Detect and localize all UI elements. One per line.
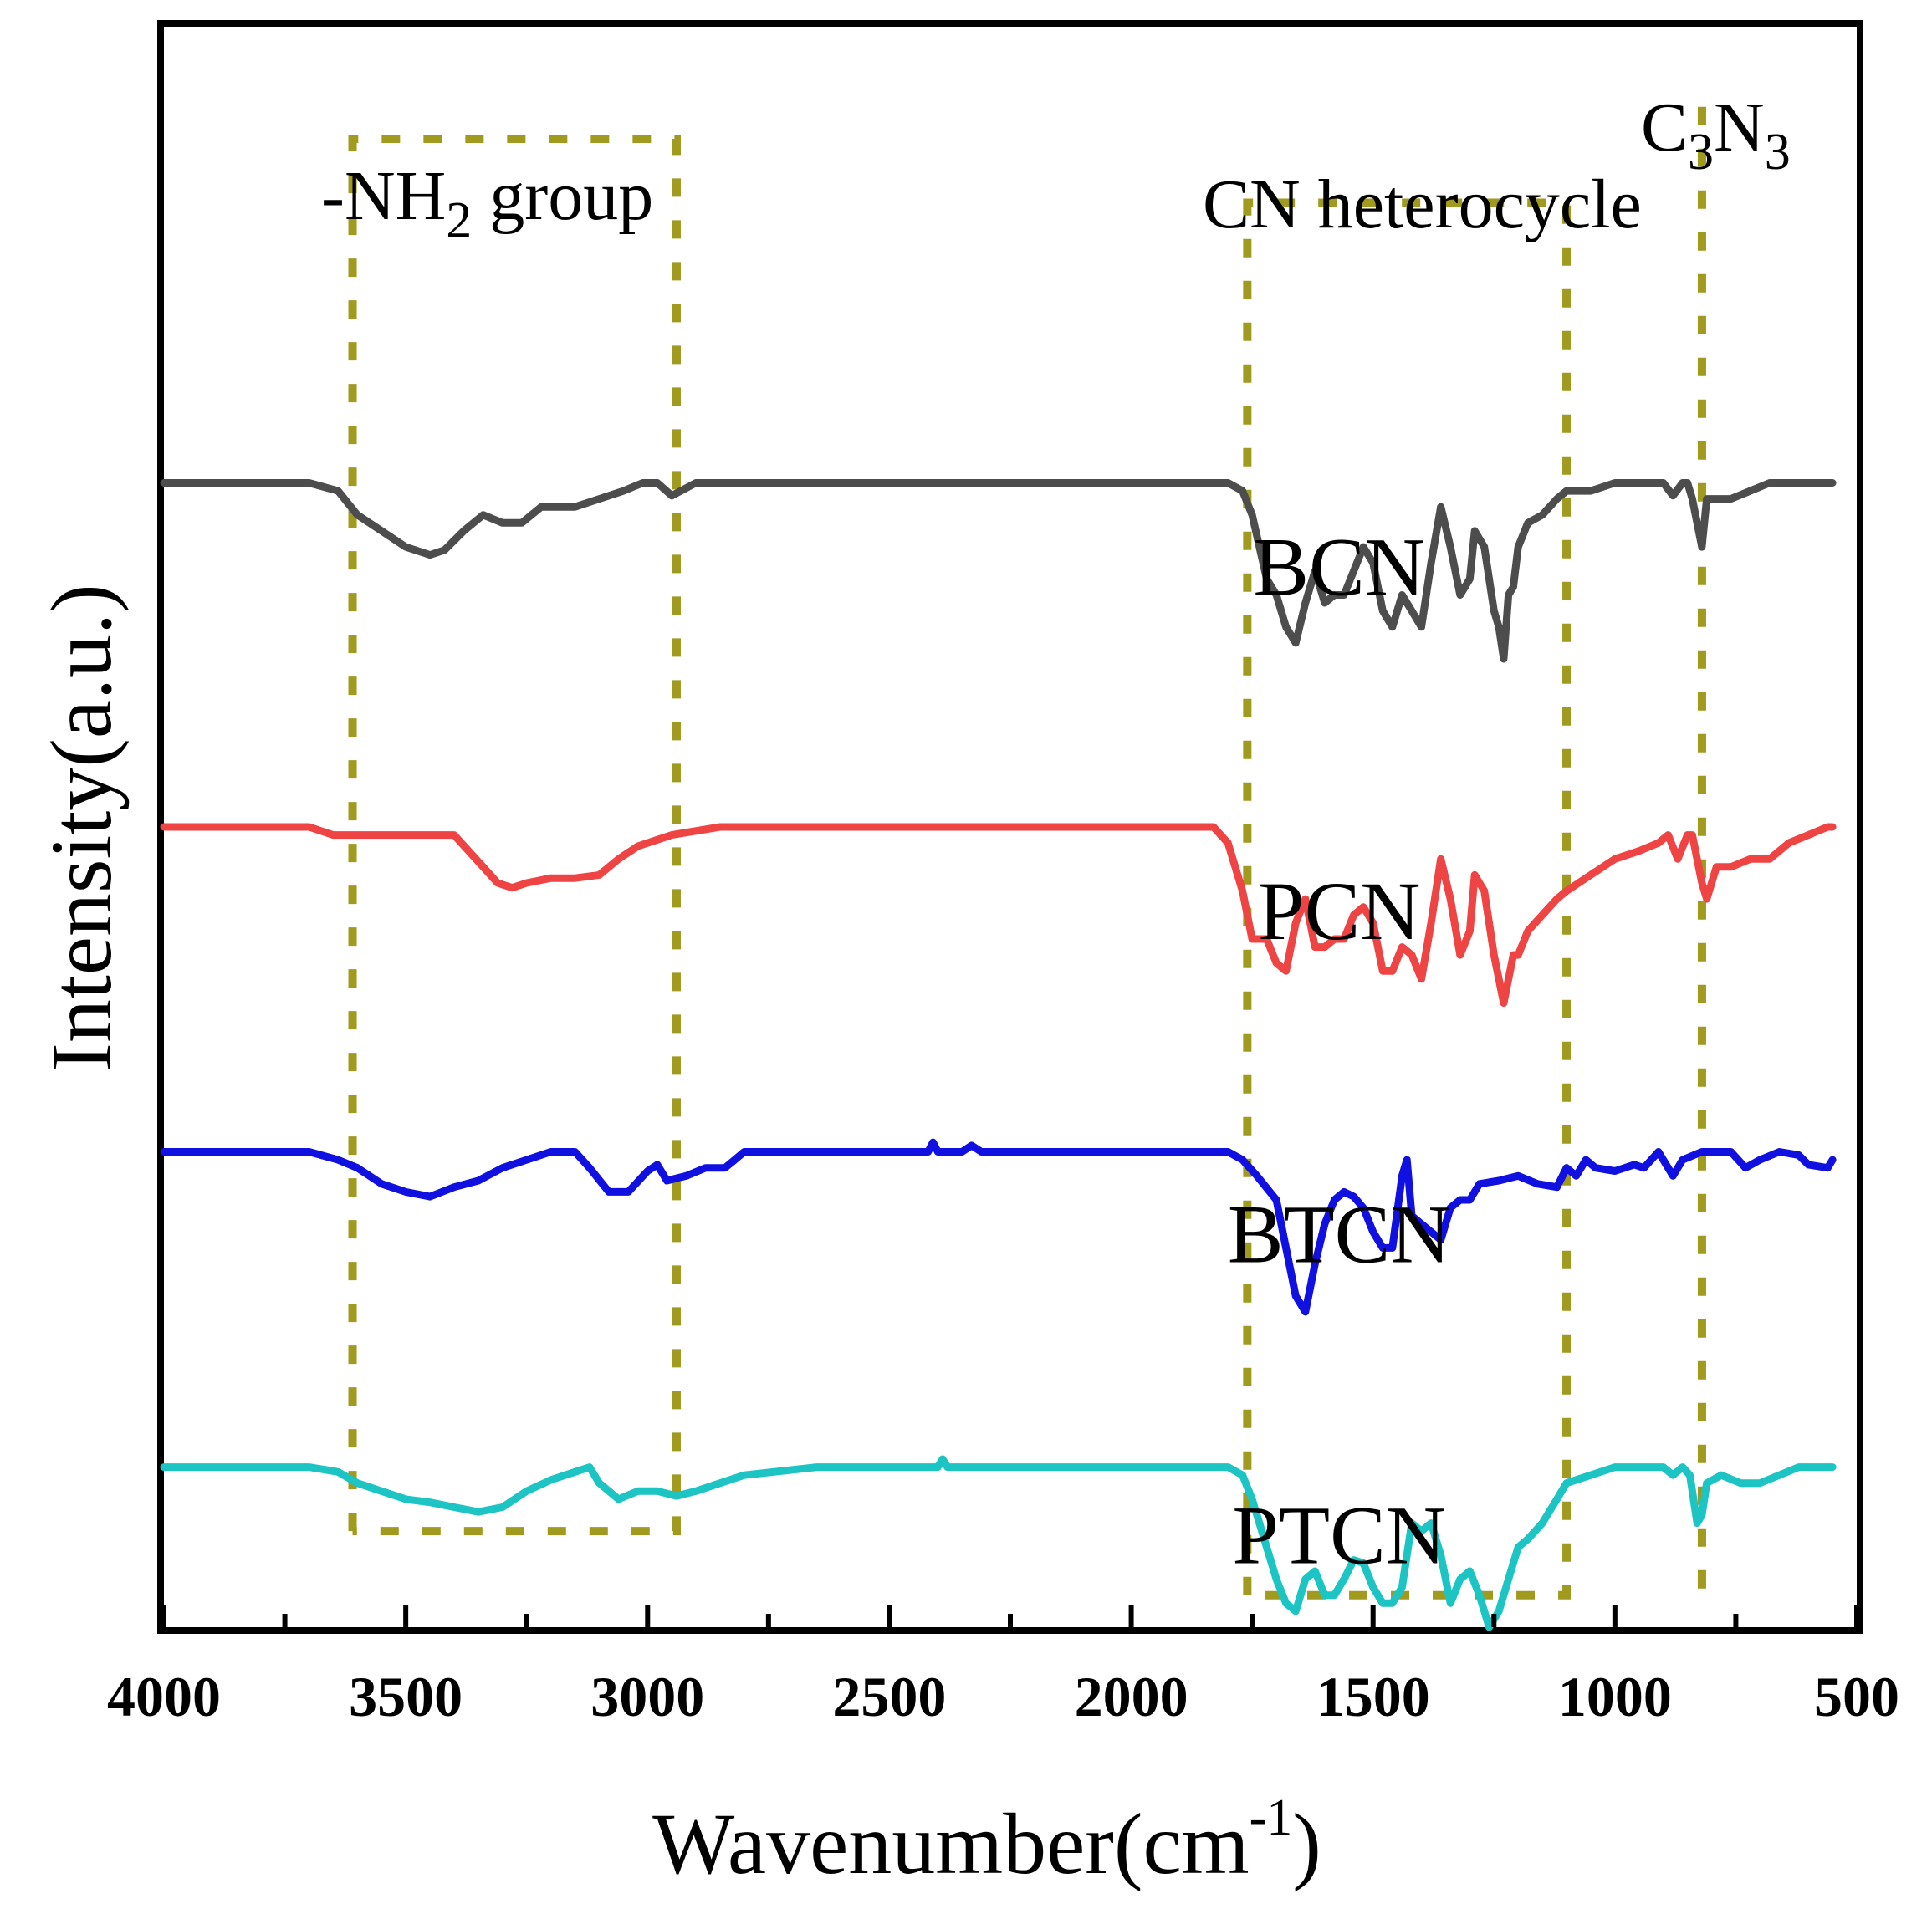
x-tick-label: 3000 xyxy=(590,1665,704,1728)
series-layer xyxy=(160,479,1837,1631)
x-tick-label: 2000 xyxy=(1075,1665,1188,1728)
x-tick-label: 1500 xyxy=(1316,1665,1430,1728)
x-tick-label: 1000 xyxy=(1558,1665,1672,1728)
x-tick-label: 500 xyxy=(1814,1665,1899,1728)
series-label-bcn: BCN xyxy=(1253,520,1425,613)
nh2-region-box xyxy=(348,134,681,1536)
x-tick-label: 4000 xyxy=(107,1665,221,1728)
series-line-bcn xyxy=(160,479,1837,663)
series-line-btcn xyxy=(160,1138,1837,1316)
series-label-btcn: BTCN xyxy=(1228,1188,1451,1281)
series-label-pcn: PCN xyxy=(1258,865,1421,957)
x-tick-label: 2500 xyxy=(832,1665,946,1728)
cn-heterocycle-region-box xyxy=(1243,198,1572,1600)
cn-heterocycle-region-label: CN heterocycle xyxy=(1203,166,1642,243)
series-line-ptcn xyxy=(160,1455,1837,1631)
regions-layer xyxy=(348,106,1706,1600)
x-axis-title: Wavenumber(cm-1) xyxy=(652,1789,1321,1892)
c3n3-region-label: C3N3 xyxy=(1641,89,1791,181)
x-axis-ticks: 4000 3500 3000 2500 2000 1500 1000 500 xyxy=(107,1605,1899,1728)
series-line-pcn xyxy=(160,823,1837,1007)
series-label-ptcn: PTCN xyxy=(1232,1488,1446,1581)
y-axis-title: Intensity(a.u.) xyxy=(33,584,130,1071)
series-labels: BCN PCN BTCN PTCN xyxy=(1228,520,1451,1581)
nh2-region-label: -NH2 group xyxy=(321,157,653,249)
x-tick-label: 3500 xyxy=(349,1665,463,1728)
